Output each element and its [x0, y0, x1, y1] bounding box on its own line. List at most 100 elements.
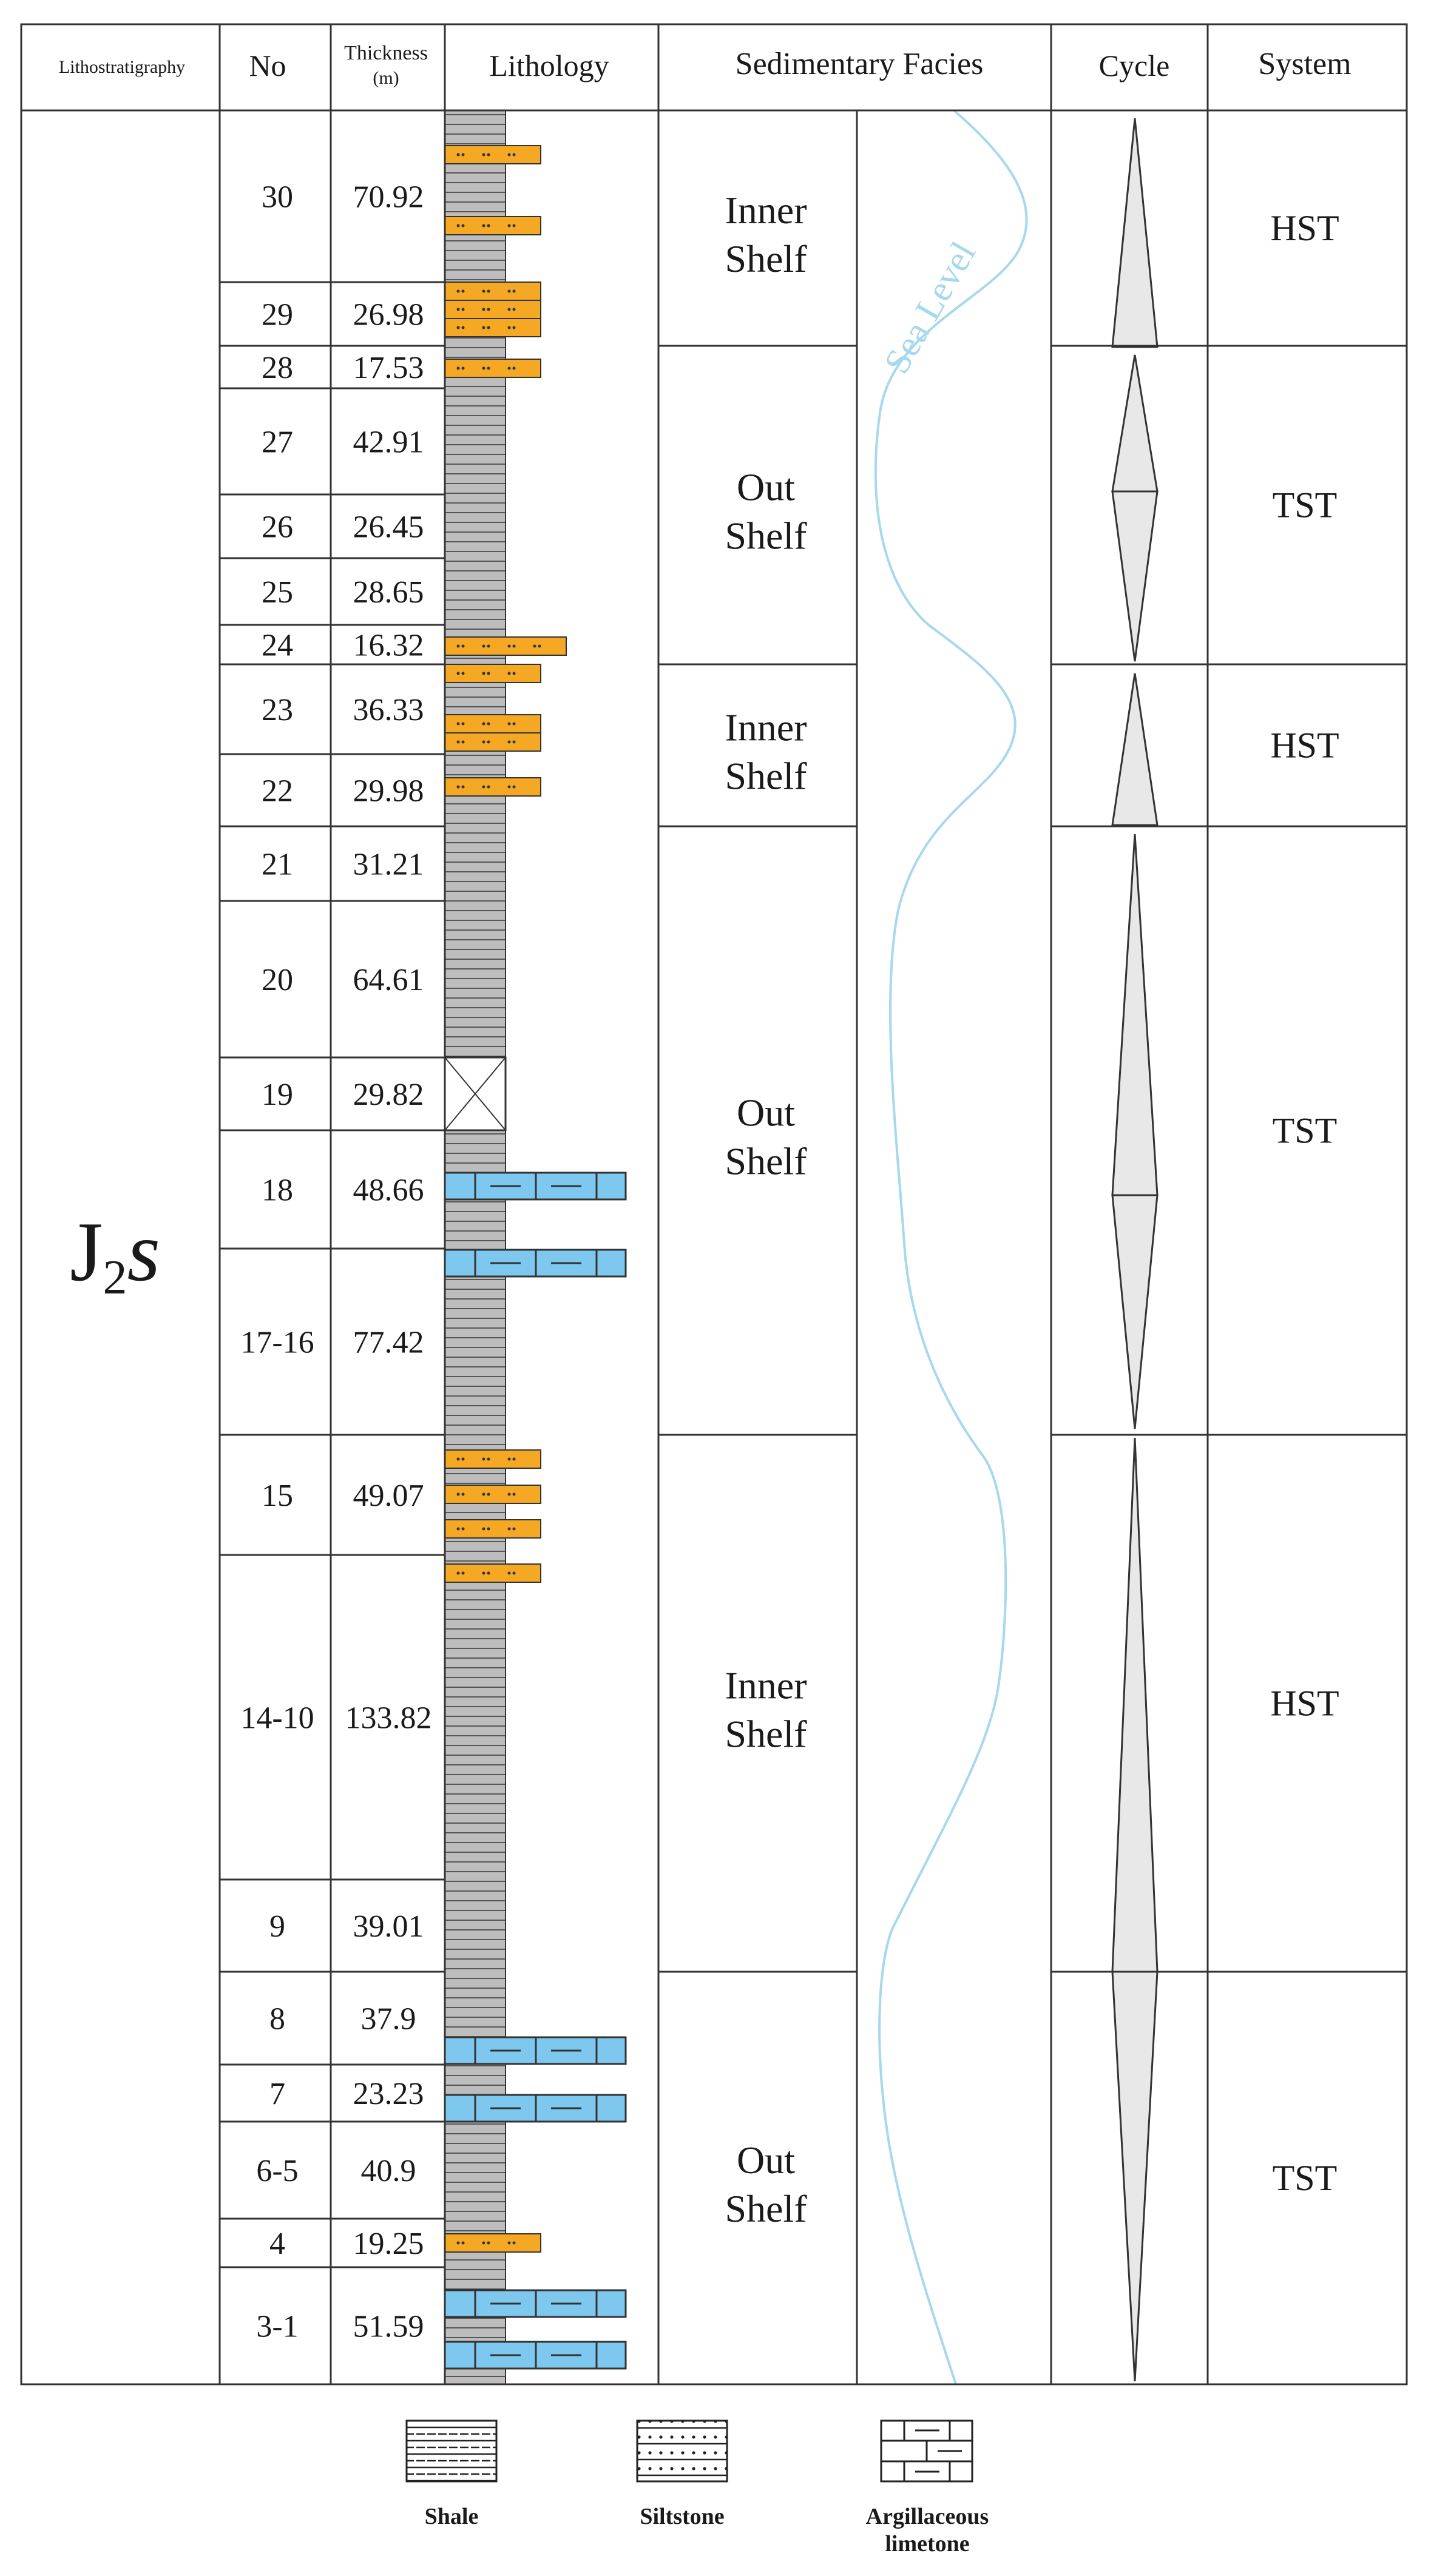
facies-label-line1: Out [737, 466, 795, 509]
system-label: TST [1273, 485, 1338, 525]
layer-thickness: 49.07 [353, 1479, 424, 1513]
layer-no: 22 [262, 774, 293, 809]
facies-cell: Out Shelf [725, 466, 807, 558]
layer-no: 3-1 [256, 2310, 298, 2344]
layer-no: 9 [269, 1909, 285, 1944]
header-row: Lithostratigraphy No Thickness (m) Litho… [59, 42, 1352, 88]
system-label: HST [1270, 208, 1339, 248]
siltstone-bed [444, 732, 541, 752]
shale-column [444, 110, 506, 2385]
layer-row: 22 29.98 [262, 774, 424, 809]
formation-suffix: s [127, 1205, 160, 1299]
layer-row: 15 49.07 [262, 1479, 424, 1513]
layer-thickness: 26.45 [353, 510, 424, 545]
cycle-tst-lower [1111, 490, 1159, 662]
siltstone-bed [444, 2233, 541, 2253]
layer-no: 17-16 [240, 1326, 314, 1360]
limestone-bed [444, 1172, 627, 1201]
layer-thickness: 40.9 [361, 2154, 416, 2188]
siltstone-bed [444, 1519, 541, 1539]
legend-item-siltstone: Siltstone [636, 2419, 728, 2529]
layer-thickness: 36.33 [353, 693, 424, 727]
facies-label-line1: Inner [725, 706, 807, 749]
layer-no: 4 [269, 2227, 285, 2261]
layer-thickness: 42.91 [353, 425, 424, 460]
legend-swatch-siltstone [636, 2419, 728, 2483]
header-sedimentary-facies: Sedimentary Facies [736, 47, 984, 81]
layer-thickness: 28.65 [353, 575, 424, 610]
header-lithology: Lithology [489, 49, 609, 83]
facies-label-line1: Inner [725, 1664, 807, 1707]
unexposed-interval [444, 1056, 507, 1131]
layer-rows: 30 70.92 29 26.98 28 17.53 27 42.91 26 26.45 25 28.… [240, 180, 431, 2344]
formation-subscript: 2 [103, 1251, 127, 1304]
system-label: HST [1270, 726, 1339, 766]
layer-thickness: 70.92 [353, 180, 424, 215]
cycle-tst-lower [1111, 1194, 1159, 1429]
layer-row: 25 28.65 [262, 575, 424, 610]
siltstone-bed [444, 282, 541, 301]
layer-no: 14-10 [240, 1701, 314, 1736]
table-grid [20, 23, 1408, 2385]
lithology-column [444, 110, 627, 2385]
facies-label-line1: Out [737, 1091, 795, 1135]
facies-cells: InnerShelfOutShelfInnerShelfOutShelfInne… [725, 189, 807, 2230]
layer-no: 7 [269, 2077, 285, 2111]
layer-row: 30 70.92 [262, 180, 424, 215]
layer-no: 29 [262, 298, 293, 332]
layer-no: 15 [262, 1479, 293, 1513]
formation-label: J2s [70, 1205, 160, 1304]
facies-cell: Out Shelf [725, 1091, 807, 1183]
legend-label-limestone-line2: limetone [885, 2531, 969, 2557]
layer-thickness: 39.01 [353, 1909, 424, 1944]
legend-label-shale: Shale [425, 2504, 479, 2529]
layer-thickness: 26.98 [353, 298, 424, 332]
layer-row: 14-10 133.82 [240, 1701, 431, 1736]
cycle-hst-triangle [1111, 118, 1159, 348]
limestone-bed [444, 2036, 627, 2065]
facies-label-line2: Shelf [725, 2187, 807, 2230]
siltstone-bed [444, 359, 541, 378]
legend-swatch-limestone [880, 2419, 973, 2483]
formation-main: J [70, 1205, 103, 1299]
facies-cell: Inner Shelf [725, 1664, 807, 1756]
sea-level-label: Sea Level [876, 235, 983, 380]
system-label: HST [1270, 1684, 1339, 1724]
facies-label-line2: Shelf [725, 1713, 807, 1756]
header-no: No [249, 49, 286, 83]
header-system: System [1258, 47, 1351, 81]
header-cycle: Cycle [1099, 49, 1170, 83]
layer-thickness: 37.9 [361, 2002, 416, 2037]
layer-no: 21 [262, 848, 293, 882]
siltstone-bed [444, 777, 541, 797]
layer-no: 19 [262, 1077, 293, 1112]
header-thickness: Thickness [344, 42, 428, 64]
siltstone-bed [444, 300, 541, 319]
facies-label-line2: Shelf [725, 1140, 807, 1183]
layer-row: 17-16 77.42 [240, 1326, 424, 1360]
limestone-bed [444, 2289, 627, 2318]
layer-row: 9 39.01 [269, 1909, 424, 1944]
siltstone-bed [444, 636, 567, 656]
layer-no: 20 [262, 963, 293, 997]
lithology-beds [444, 145, 627, 2370]
layer-no: 28 [262, 351, 293, 385]
layer-no: 23 [262, 693, 293, 727]
header-lithostratigraphy: Lithostratigraphy [59, 57, 185, 77]
layer-no: 30 [262, 180, 293, 215]
facies-label-line2: Shelf [725, 514, 807, 558]
layer-thickness: 133.82 [345, 1701, 432, 1736]
legend: Shale Siltstone Argillaceous limetone [405, 2419, 989, 2557]
legend-label-siltstone: Siltstone [640, 2504, 724, 2529]
layer-row: 3-1 51.59 [256, 2310, 424, 2344]
siltstone-bed [444, 1563, 541, 1583]
siltstone-bed [444, 145, 541, 164]
header-thickness-unit: (m) [373, 68, 399, 88]
layer-row: 24 16.32 [262, 629, 424, 663]
siltstone-bed [444, 664, 541, 683]
legend-swatch-shale [405, 2419, 498, 2483]
sea-level-curve [874, 109, 1028, 2385]
facies-label-line1: Inner [725, 189, 807, 232]
cycle-tst-upper [1111, 834, 1159, 1196]
limestone-bed [444, 2094, 627, 2123]
